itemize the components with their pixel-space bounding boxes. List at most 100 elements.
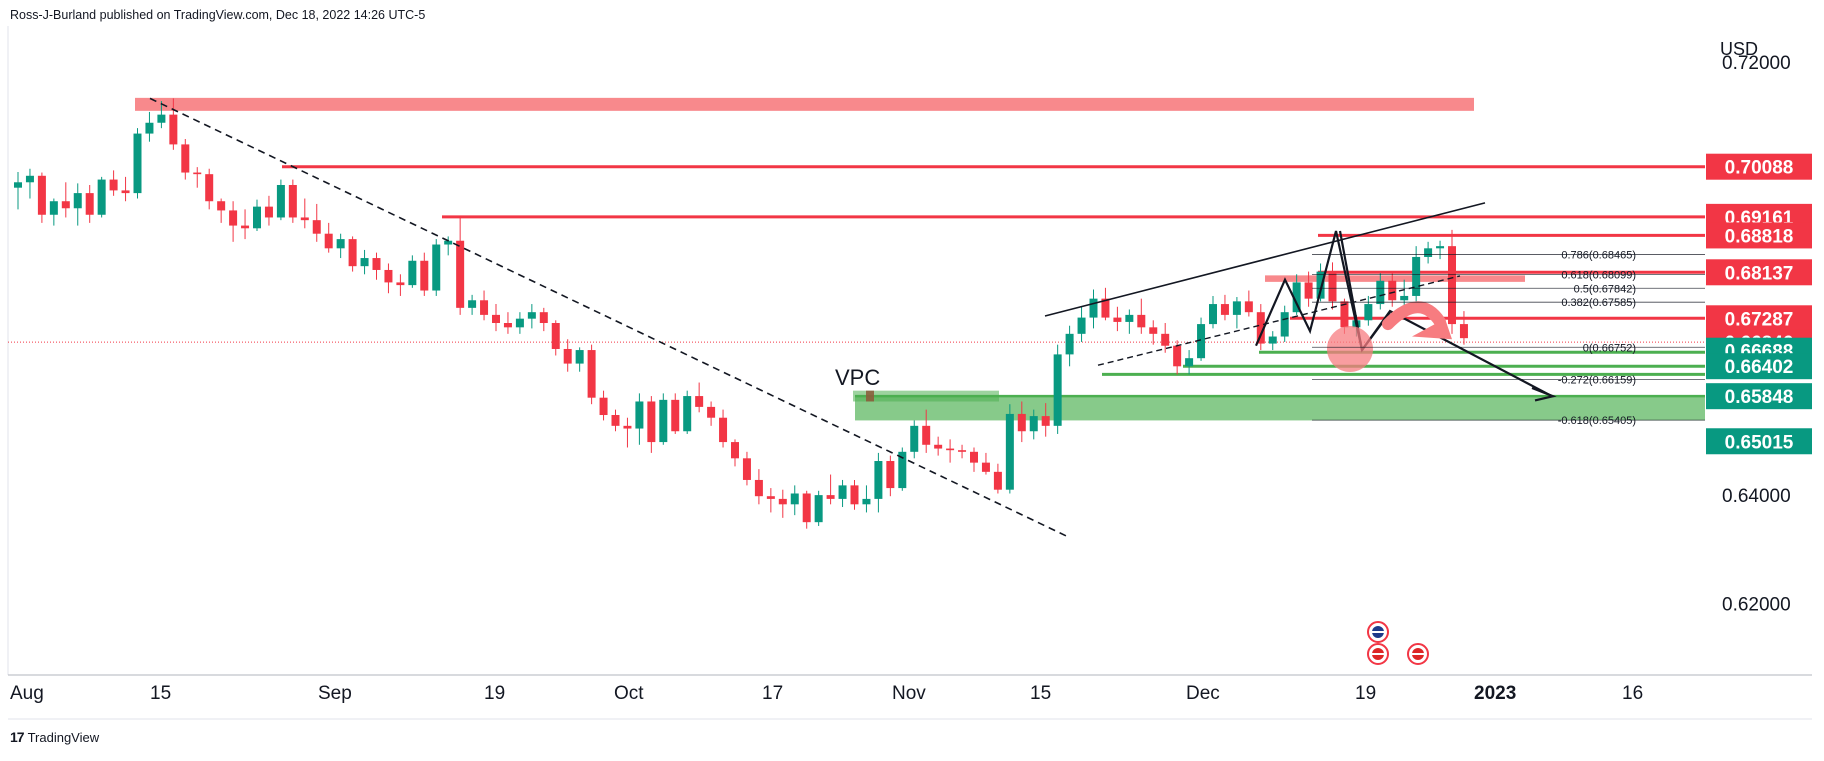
candle [611,409,620,432]
candle-body [348,239,357,267]
us-flag-icon [1407,643,1429,665]
candle-body [1256,312,1265,344]
candle [468,294,477,315]
fib-label: -0.272(0.66159) [1558,374,1636,386]
candle [372,252,381,280]
candle-body [181,144,190,173]
candle [300,198,309,229]
candle-body [623,425,632,429]
candle-body [1436,246,1445,249]
candle [1077,306,1086,342]
vpc-highlight [853,390,999,402]
candle-body [898,451,907,489]
candle-body [1268,336,1277,344]
candle [444,236,453,256]
candle [850,479,859,510]
candle-body [862,498,871,505]
candle [169,98,178,150]
price-label-box: 0.66402 [1706,353,1812,380]
candle-body [671,399,680,432]
candle [1256,304,1265,351]
candle-body [1005,413,1014,490]
candle [492,304,500,332]
candle-body [1137,314,1146,328]
candle [1268,331,1277,351]
candle-body [193,172,202,175]
candle [480,290,489,321]
candle [1292,274,1301,315]
candle [73,183,82,226]
candle-body [1316,271,1325,299]
candle-body [970,451,978,463]
candle-body [1292,282,1301,313]
candle [1316,263,1325,302]
candle [886,455,895,497]
candle-body [217,201,226,211]
candle [659,393,668,445]
fib-label: 0.786(0.68465) [1561,250,1636,262]
fib-label: 0.5(0.67842) [1574,283,1636,295]
candle-body [1388,280,1397,301]
candle-body [886,461,895,489]
price-label-text: 0.70088 [1725,158,1794,179]
candle-body [1209,304,1217,325]
candle [1412,246,1421,302]
price-label-text: 0.68818 [1725,226,1794,247]
candle [85,184,94,223]
price-label-text: 0.65015 [1725,432,1794,453]
price-label-box: 0.70088 [1706,153,1812,180]
candle-body [1400,295,1409,301]
price-label-bg [1706,428,1812,455]
candle-body [1424,248,1433,257]
red-arrow-head [1412,318,1452,340]
candle [898,447,907,491]
candle-body [49,201,58,215]
candle [25,168,34,199]
projection-arrowhead [1531,386,1557,402]
x-tick-label: Sep [318,683,352,704]
candle [49,198,58,226]
x-tick-label: 16 [1622,683,1643,704]
candle-body [1304,282,1313,299]
price-label-bg [1706,383,1812,410]
candle [587,344,596,405]
currency-label: USD [1720,39,1758,59]
candle [635,393,644,445]
candle-body [766,496,775,499]
candle-body [384,269,393,283]
tradingview-brand[interactable]: 17 TradingView [10,729,99,745]
price-label-bg [1706,153,1812,180]
candle-body [456,240,465,308]
candle [993,463,1002,494]
price-label-text: 0.68137 [1725,263,1794,284]
candle [205,168,214,210]
candle [778,489,787,518]
x-tick-label: Nov [892,683,926,704]
candle [157,101,166,129]
candle [981,452,990,475]
candle [1436,240,1445,260]
candle-body [946,448,955,451]
tradingview-logo-icon: 17 [10,729,25,745]
y-tick-label: 0.64000 [1722,486,1791,507]
candle [133,128,142,199]
candle [838,479,847,508]
candle-body [1161,333,1170,346]
candle [958,444,967,459]
candle [946,439,955,463]
candle [1459,311,1468,345]
candle-body [264,206,273,218]
candle-body [790,493,799,505]
candle [181,138,190,180]
candle-body [121,190,130,194]
candle [264,195,273,226]
candle-body [1232,301,1241,315]
candle-body [1412,256,1421,296]
candle-body [1125,314,1134,322]
candle-body [754,479,763,497]
candle-body [336,239,345,249]
candle [970,447,978,472]
candle [61,182,70,218]
